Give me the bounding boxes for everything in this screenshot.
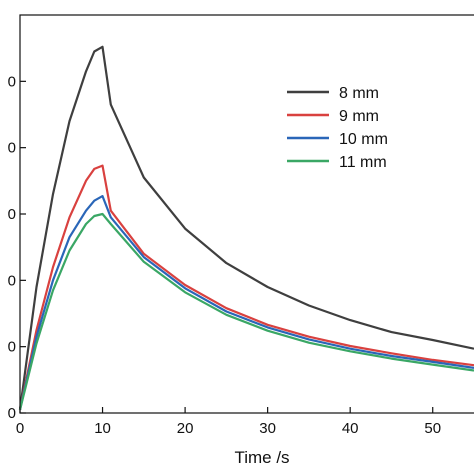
- series-line: [18, 45, 474, 410]
- y-tick-label: 0: [8, 405, 16, 422]
- y-tick-label: 0: [8, 73, 16, 90]
- x-tick-label: 10: [94, 420, 111, 437]
- series-line: [18, 164, 474, 410]
- legend: 8 mm 9 mm 10 mm 11 mm: [287, 85, 388, 171]
- y-tick-label: 0: [8, 339, 16, 356]
- legend-label: 9 mm: [339, 108, 379, 125]
- x-axis-ticks: 0 10 20 30 40 50: [16, 407, 441, 437]
- plot-frame: [19, 14, 474, 414]
- y-tick-label: 0: [8, 206, 16, 223]
- y-axis-ticks: 0 0 0 0 0 0: [8, 73, 26, 422]
- x-tick-label: 0: [16, 420, 24, 437]
- x-tick-label: 50: [424, 420, 441, 437]
- y-tick-label: 0: [8, 140, 16, 157]
- series-line: [18, 195, 474, 410]
- series-line: [18, 212, 474, 410]
- x-tick-label: 40: [342, 420, 359, 437]
- x-tick-label: 20: [177, 420, 194, 437]
- x-tick-label: 30: [259, 420, 276, 437]
- x-axis-title: Time /s: [234, 448, 289, 467]
- legend-label: 11 mm: [339, 154, 387, 171]
- y-tick-label: 0: [8, 272, 16, 289]
- legend-label: 8 mm: [339, 85, 379, 102]
- series-lines: [18, 45, 474, 410]
- legend-label: 10 mm: [339, 131, 388, 148]
